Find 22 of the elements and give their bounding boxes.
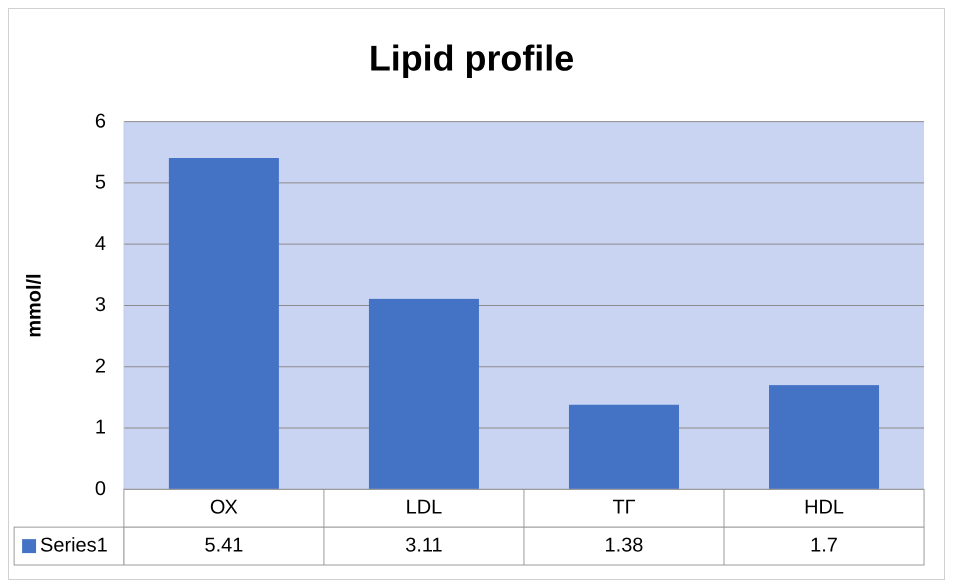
y-tick-label: 5 <box>94 172 106 194</box>
y-tick-label: 6 <box>94 110 106 132</box>
x-tick-label: ОХ <box>210 496 238 519</box>
x-tick-label: HDL <box>804 496 844 519</box>
data-label: 3.11 <box>405 534 443 557</box>
y-tick-label: 1 <box>94 416 106 439</box>
y-tick-label: 0 <box>94 478 106 500</box>
y-tick-label: 3 <box>94 294 106 316</box>
bar <box>568 404 679 489</box>
legend-label: Series1 <box>40 534 108 557</box>
x-tick-label: ТГ <box>612 496 636 519</box>
y-tick-label: 2 <box>94 355 106 378</box>
bar <box>368 298 479 489</box>
bar <box>168 158 279 489</box>
data-label: 1.7 <box>810 534 838 557</box>
data-label: 5.41 <box>204 534 244 557</box>
y-axis-title: mmol/l <box>23 273 46 338</box>
x-tick-label: LDL <box>406 496 442 519</box>
bar <box>769 385 880 489</box>
y-tick-label: 4 <box>94 232 106 255</box>
chart-title: Lipid profile <box>368 38 574 78</box>
data-label: 1.38 <box>604 534 644 557</box>
